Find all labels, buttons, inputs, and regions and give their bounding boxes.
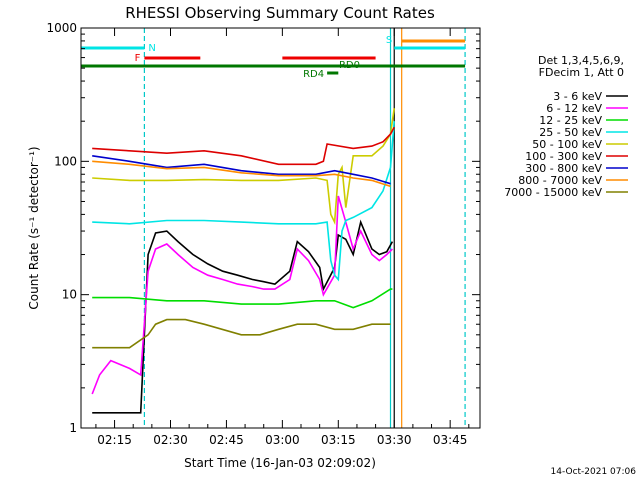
y-tick-label-1: 10: [62, 288, 77, 302]
series-line-4: [92, 108, 395, 226]
legend-label-0: 3 - 6 keV: [553, 90, 602, 103]
series-line-8: [92, 318, 391, 349]
legend-label-8: 7000 - 15000 keV: [504, 186, 602, 199]
legend-label-6: 300 - 800 keV: [525, 162, 602, 175]
status-bar-label-2: F: [135, 53, 141, 64]
y-tick-label-2: 100: [54, 154, 77, 168]
x-tick-label-4: 03:15: [321, 433, 356, 447]
y-axis-label: Count Rate (s⁻¹ detector⁻¹): [27, 146, 41, 309]
legend-header-1: FDecim 1, Att 0: [539, 66, 624, 79]
x-tick-label-3: 03:00: [265, 433, 300, 447]
plot-frame: [80, 27, 481, 429]
series-line-7: [92, 160, 391, 188]
series-line-6: [92, 155, 391, 185]
series-line-0: [92, 219, 394, 414]
status-bar-label-6: RD4: [303, 69, 324, 80]
x-tick-label-0: 02:15: [97, 433, 132, 447]
y-tick-label-0: 1: [69, 421, 77, 435]
legend-label-1: 6 - 12 keV: [546, 102, 602, 115]
series-line-2: [92, 288, 393, 309]
status-bar-label-0: N: [148, 43, 155, 54]
footer-timestamp: 14-Oct-2021 07:06: [551, 467, 637, 477]
status-bar-label-1: S: [386, 35, 392, 46]
y-axis: 1 10 100 1000: [46, 21, 480, 435]
x-axis: 02:15 02:30 02:45 03:00 03:15 03:30 03:45: [95, 28, 470, 447]
x-tick-label-2: 02:45: [209, 433, 244, 447]
legend-label-5: 100 - 300 keV: [525, 150, 602, 163]
x-tick-label-5: 03:30: [377, 433, 412, 447]
chart-title: RHESSI Observing Summary Count Rates: [125, 4, 435, 22]
legend-label-2: 12 - 25 keV: [539, 114, 602, 127]
legend-label-4: 50 - 100 keV: [532, 138, 602, 151]
y-tick-label-3: 1000: [46, 21, 77, 35]
legend-header-0: Det 1,3,4,5,6,9,: [538, 54, 624, 67]
series-line-1: [91, 195, 393, 395]
status-bar-label-5: RD0: [339, 60, 360, 71]
plot-area: N S F RD0 RD4: [81, 28, 466, 428]
legend-label-7: 800 - 7000 keV: [518, 174, 602, 187]
x-tick-label-6: 03:45: [433, 433, 468, 447]
x-tick-label-1: 02:30: [153, 433, 188, 447]
series-line-3: [92, 121, 395, 282]
x-axis-label: Start Time (16-Jan-03 02:09:02): [184, 456, 376, 470]
series-line-5: [92, 126, 395, 166]
legend-label-3: 25 - 50 keV: [539, 126, 602, 139]
legend: Det 1,3,4,5,6,9,FDecim 1, Att 0 3 - 6 keV…: [504, 54, 628, 199]
